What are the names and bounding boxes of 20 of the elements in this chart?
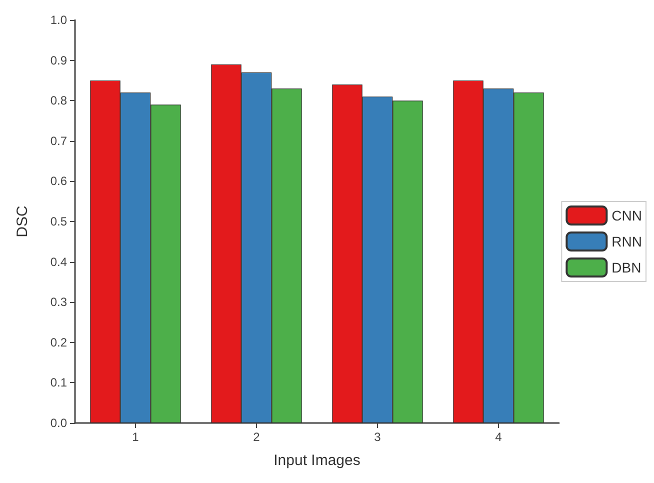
x-axis-title: Input Images [274,452,360,469]
y-tick-label: 0.9 [50,53,68,68]
x-tick-label: 2 [253,430,260,444]
y-tick-label: 0.5 [50,214,68,228]
x-tick-label: 4 [495,430,502,444]
y-tick-label: 0.0 [50,416,68,430]
x-tick-label: 3 [374,430,382,444]
y-tick-label: 0.2 [50,335,68,350]
legend-label: RNN [612,234,642,250]
x-tick-label: 1 [132,430,140,444]
y-tick-label: 0.1 [50,376,68,390]
y-tick-label: 0.4 [50,254,68,269]
y-axis-title: DSC [14,206,31,238]
y-tick-label: 0.3 [50,295,68,310]
legend-label: CNN [612,208,642,224]
legend-label: DBN [612,260,642,276]
y-tick-label: 0.8 [50,94,68,108]
y-tick-label: 0.6 [50,174,68,188]
y-tick-label: 1.0 [50,13,68,27]
y-tick-label: 0.7 [50,134,68,148]
